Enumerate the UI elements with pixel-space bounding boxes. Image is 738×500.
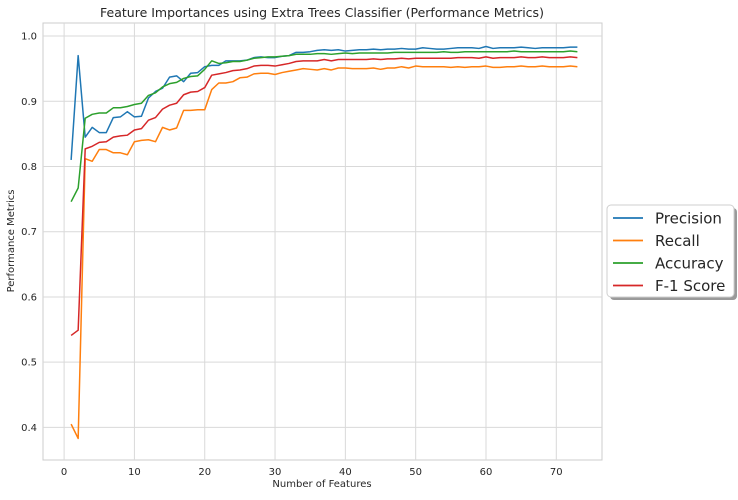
y-axis-ticks: 0.4 0.5 0.6 0.7 0.8 0.9 1.0 (21, 32, 37, 434)
x-axis-ticks: 0 10 20 30 40 50 60 70 (61, 467, 563, 478)
series-lines (70, 45, 578, 440)
y-tick-label: 0.4 (21, 423, 37, 434)
x-tick-label: 40 (339, 467, 352, 478)
x-tick-label: 0 (61, 467, 67, 478)
y-tick-label: 0.5 (21, 358, 37, 369)
y-tick-label: 0.6 (21, 292, 37, 303)
y-tick-label: 0.9 (21, 97, 37, 108)
y-tick-label: 0.8 (21, 162, 37, 173)
plot-area (42, 22, 603, 461)
x-tick-label: 50 (409, 467, 422, 478)
legend-entry-label: F-1 Score (655, 277, 725, 295)
y-tick-label: 0.7 (21, 227, 37, 238)
legend-entry-label: Accuracy (655, 255, 724, 273)
series-line-accuracy (70, 50, 578, 203)
chart-title: Feature Importances using Extra Trees Cl… (100, 5, 544, 20)
x-tick-label: 60 (480, 467, 493, 478)
series-line-f-1-score (70, 56, 578, 337)
x-tick-label: 20 (198, 467, 211, 478)
series-line-precision (70, 45, 578, 161)
series-line-recall (70, 65, 578, 440)
grid-lines (43, 23, 602, 460)
legend: Precision Recall Accuracy F-1 Score (606, 204, 737, 300)
x-tick-label: 30 (269, 467, 282, 478)
legend-entry-label: Precision (655, 210, 722, 228)
y-axis-label: Performance Metrics (6, 190, 17, 293)
legend-entry-label: Recall (655, 232, 700, 250)
x-axis-label: Number of Features (272, 479, 371, 490)
x-tick-label: 10 (128, 467, 141, 478)
legend-box (606, 204, 735, 298)
y-tick-label: 1.0 (21, 32, 37, 43)
x-tick-label: 70 (550, 467, 563, 478)
